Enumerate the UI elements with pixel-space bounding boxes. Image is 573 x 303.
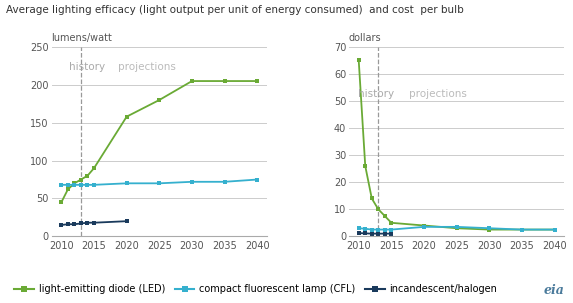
Text: eia: eia	[544, 284, 564, 297]
Text: history: history	[358, 89, 394, 99]
Text: Average lighting efficacy (light output per unit of energy consumed)  and cost  : Average lighting efficacy (light output …	[6, 5, 464, 15]
Text: projections: projections	[119, 62, 176, 72]
Text: lumens/watt: lumens/watt	[52, 33, 112, 43]
Legend: light-emitting diode (LED), compact fluorescent lamp (CFL), incandescent/halogen: light-emitting diode (LED), compact fluo…	[10, 280, 501, 298]
Text: dollars: dollars	[349, 33, 382, 43]
Text: history: history	[69, 62, 105, 72]
Text: projections: projections	[409, 89, 467, 99]
